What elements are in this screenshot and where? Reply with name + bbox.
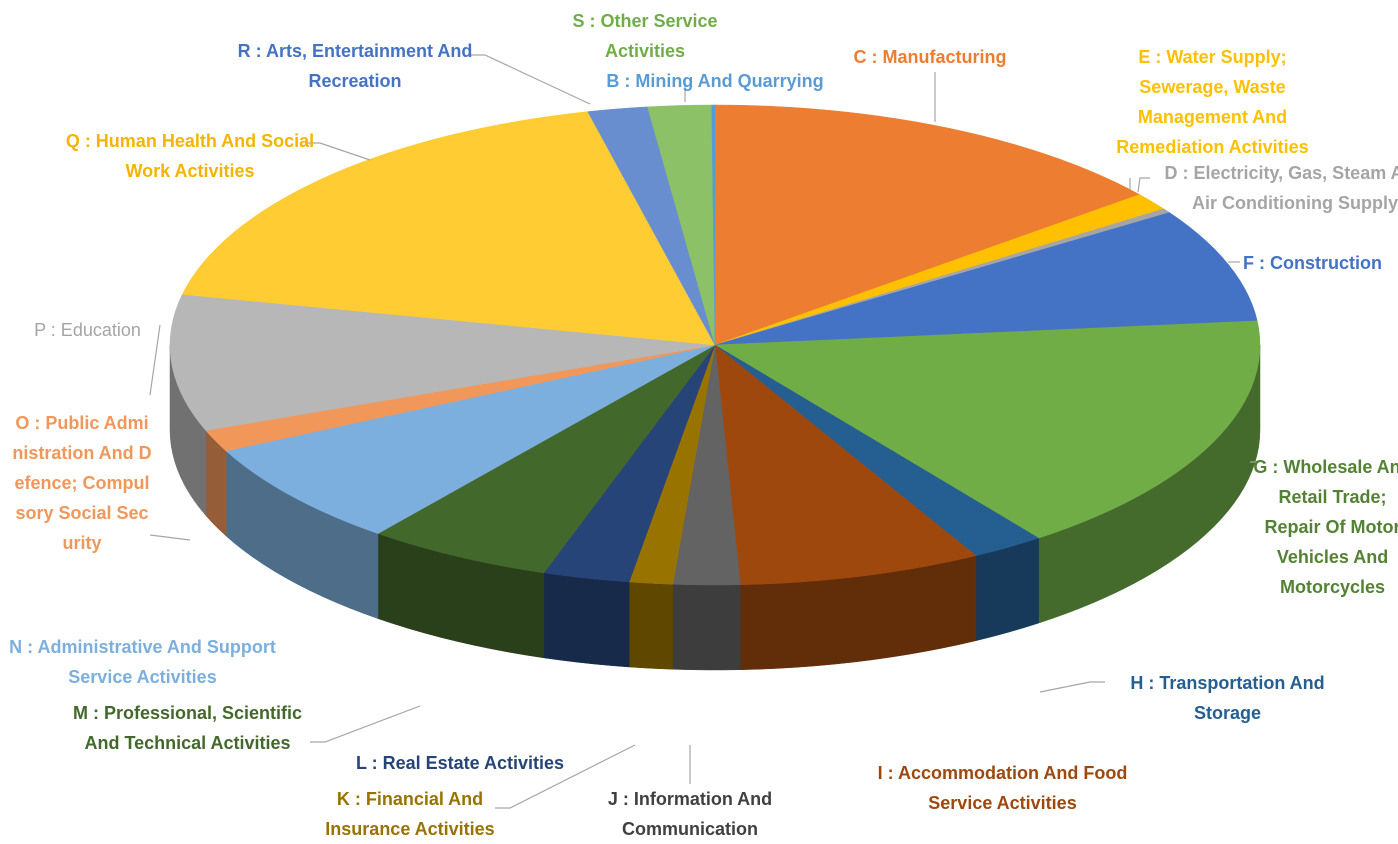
slice-label: I : Accommodation And Food Service Activ…	[877, 763, 1128, 813]
leader-line	[495, 744, 636, 809]
slice-label: L : Real Estate Activities	[355, 753, 565, 773]
slice	[377, 344, 716, 574]
slice	[225, 344, 716, 534]
slice-side	[672, 584, 741, 671]
slice-label: R : Arts, Entertainment And Recreation	[237, 41, 473, 91]
slice-label: J : Information And Communication	[607, 789, 773, 839]
leader-line	[310, 705, 421, 743]
slice-label: P : Education	[34, 320, 141, 340]
slice-label: C : Manufacturing	[853, 47, 1007, 67]
slice	[711, 104, 716, 346]
slice-label: Q : Human Health And Social Work Activit…	[65, 131, 315, 181]
slice-label: F : Construction	[1243, 253, 1382, 273]
slice	[714, 212, 1258, 346]
leader-line	[149, 534, 191, 541]
leader-line	[149, 324, 161, 396]
slice-side	[628, 581, 674, 670]
slice	[169, 294, 716, 431]
leader-line	[1137, 177, 1150, 193]
slice-label: E : Water Supply; Sewerage, Waste Manage…	[1116, 47, 1309, 157]
slice-label: D : Electricity, Gas, Steam And Air Cond…	[1164, 163, 1398, 213]
leader-line	[470, 54, 591, 105]
slice-label: S : Other Service Activities	[572, 11, 718, 61]
slice-label: H : Transportation And Storage	[1130, 673, 1325, 723]
leader-line	[1039, 681, 1105, 693]
slice-label: B : Mining And Quarrying	[606, 71, 824, 91]
leader-line	[305, 142, 371, 161]
slice-label: K : Financial And Insurance Activities	[325, 789, 495, 839]
slice	[714, 104, 1141, 346]
slice-label: O : Public Administration And Defence; C…	[12, 413, 152, 553]
slice-label: M : Professional, Scientific And Technic…	[72, 703, 303, 753]
slice	[181, 111, 716, 346]
slice-label: G : Wholesale And Retail Trade; Repair O…	[1253, 457, 1398, 597]
slice	[714, 320, 1261, 539]
slice	[543, 344, 716, 583]
leader-lines	[149, 54, 1258, 809]
pie-tops	[169, 104, 1261, 586]
slice-side	[543, 572, 630, 668]
slice-label: N : Administrative And Support Service A…	[9, 637, 276, 687]
slice	[714, 344, 977, 585]
